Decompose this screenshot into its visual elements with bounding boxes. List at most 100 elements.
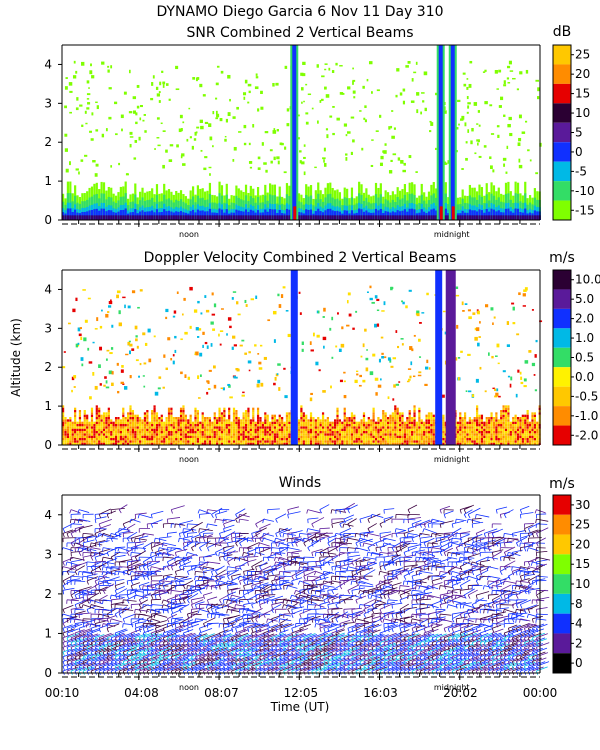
doppler-bin	[182, 410, 185, 413]
doppler-bin	[139, 419, 142, 422]
doppler-speckle	[172, 315, 176, 318]
snr-speckle	[64, 148, 68, 152]
doppler-bin	[370, 428, 373, 431]
doppler-bin	[247, 438, 250, 441]
doppler-speckle	[108, 305, 112, 308]
doppler-speckle	[229, 325, 232, 329]
doppler-bin	[531, 414, 534, 417]
snr-plume-base	[439, 206, 443, 220]
doppler-bin	[160, 424, 163, 427]
doppler-bin	[254, 435, 257, 438]
doppler-bin	[191, 424, 195, 427]
doppler-bin	[495, 435, 498, 438]
doppler-bin	[507, 442, 510, 445]
doppler-speckle	[129, 350, 131, 355]
doppler-speckle	[206, 391, 209, 395]
doppler-bin	[516, 428, 520, 431]
snr-speckle	[134, 139, 138, 143]
doppler-bin	[300, 421, 303, 424]
doppler-speckle	[263, 356, 267, 360]
snr-bin	[444, 208, 447, 220]
doppler-bin	[386, 442, 390, 445]
snr-speckle	[430, 122, 434, 126]
doppler-bin	[117, 431, 120, 434]
snr-speckle	[537, 87, 540, 92]
doppler-bin	[204, 424, 207, 427]
doppler-bin	[124, 428, 127, 431]
doppler-bin	[476, 440, 479, 443]
doppler-bin	[504, 414, 508, 417]
doppler-bin	[413, 428, 416, 431]
doppler-bin	[278, 417, 281, 420]
doppler-bin	[379, 419, 382, 422]
doppler-speckle	[208, 388, 211, 390]
doppler-bin	[509, 433, 512, 436]
snr-speckle	[238, 131, 242, 133]
doppler-bin	[507, 426, 510, 429]
snr-bin	[329, 215, 332, 220]
doppler-bin	[367, 433, 370, 436]
wind-barb-flag	[94, 637, 97, 642]
doppler-bin	[136, 424, 139, 427]
doppler-bin	[114, 440, 118, 443]
doppler-bin	[394, 405, 397, 408]
doppler-bin	[211, 426, 214, 429]
doppler-bin	[170, 414, 173, 417]
doppler-bin	[488, 417, 491, 420]
doppler-speckle	[523, 289, 527, 292]
snr-speckle	[105, 128, 108, 132]
snr-speckle	[193, 138, 197, 141]
snr-bin	[483, 215, 486, 220]
doppler-bin	[256, 426, 260, 429]
doppler-speckle	[490, 307, 494, 311]
doppler-bin	[509, 428, 512, 431]
snr-speckle	[484, 69, 487, 72]
snr-bin	[175, 215, 178, 220]
doppler-bin	[218, 442, 221, 445]
doppler-bin	[232, 424, 236, 427]
snr-bin	[504, 208, 508, 220]
doppler-bin	[172, 438, 175, 441]
doppler-bin	[490, 431, 493, 434]
doppler-bin	[314, 421, 317, 424]
snr-bin	[148, 215, 151, 220]
doppler-bin	[492, 438, 496, 441]
doppler-bin	[90, 410, 94, 413]
doppler-bin	[102, 417, 106, 420]
doppler-speckle	[245, 304, 248, 307]
doppler-bin	[516, 431, 520, 434]
doppler-bin	[372, 407, 375, 410]
doppler-bin	[533, 419, 536, 422]
doppler-bin	[259, 431, 262, 434]
doppler-bin	[122, 407, 125, 410]
snr-speckle	[393, 127, 396, 130]
doppler-speckle	[121, 365, 124, 368]
doppler-speckle	[94, 328, 98, 330]
wind-barb-flag	[66, 666, 69, 671]
snr-speckle	[161, 70, 164, 73]
doppler-bin	[389, 419, 392, 422]
snr-bin	[184, 215, 187, 220]
wind-barb	[94, 653, 104, 658]
wind-barb-flag	[94, 647, 97, 652]
doppler-speckle	[147, 328, 151, 333]
doppler-bin	[288, 426, 291, 429]
snr-speckle	[180, 155, 183, 159]
doppler-bin	[389, 428, 392, 431]
doppler-bin	[326, 421, 329, 424]
wind-barb	[91, 542, 103, 546]
wind-barb-flag	[82, 656, 85, 661]
doppler-bin	[124, 438, 127, 441]
doppler-bin	[129, 431, 132, 434]
doppler-bin	[466, 435, 469, 438]
doppler-bin	[386, 424, 390, 427]
doppler-bin	[480, 442, 484, 445]
wind-barb-flag	[78, 528, 81, 533]
doppler-bin	[471, 428, 474, 431]
doppler-bin	[386, 426, 390, 429]
doppler-bin	[471, 424, 474, 427]
y-tick-label: 2	[44, 135, 52, 149]
doppler-bin	[112, 442, 115, 445]
doppler-bin	[461, 435, 464, 438]
snr-speckle	[88, 87, 90, 89]
